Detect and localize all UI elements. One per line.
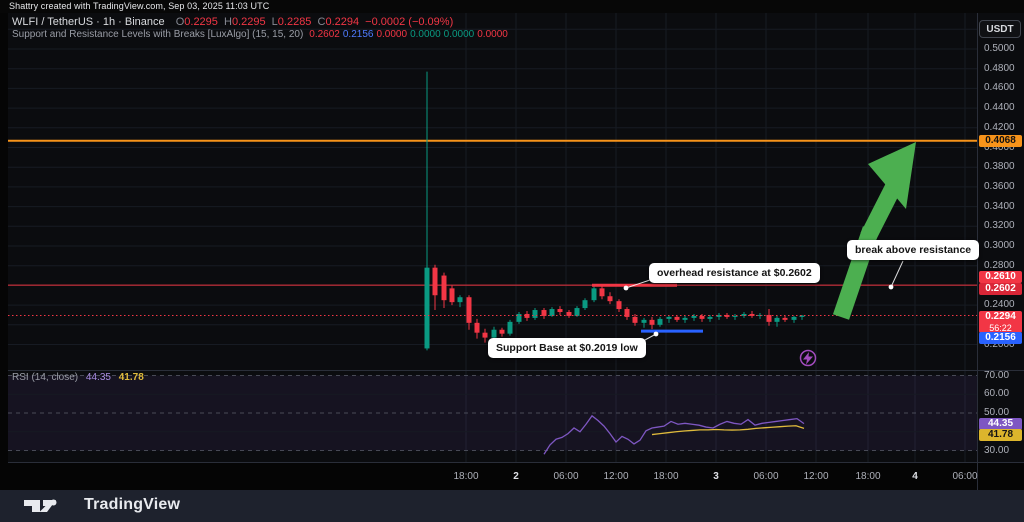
time-tick-label: 3	[713, 471, 719, 482]
change-value: −0.0002 (−0.09%)	[365, 16, 454, 28]
indicator-status-value: 0.0000	[477, 29, 508, 40]
price-tick-label: 0.2800	[984, 259, 1015, 271]
annotation-support-base[interactable]: Support Base at $0.2019 low	[488, 338, 646, 358]
indicator-title: Support and Resistance Levels with Break…	[12, 29, 304, 40]
time-tick-label: 12:00	[603, 471, 629, 482]
price-tick-label: 0.4400	[984, 102, 1015, 114]
price-axis-badge: 41.78	[979, 429, 1022, 441]
price-axis-badge: 0.2156	[979, 332, 1022, 344]
price-tick-label: 0.4600	[984, 82, 1015, 94]
annotation-break-above[interactable]: break above resistance	[847, 240, 980, 260]
price-tick-label: 0.4000	[984, 141, 1015, 153]
price-axis-badge: 0.2610	[979, 271, 1022, 283]
time-tick-label: 06:00	[553, 471, 579, 482]
indicator-status-value: 0.2156	[342, 29, 374, 40]
price-tick-label: 0.3600	[984, 180, 1015, 192]
price-chart-canvas[interactable]	[0, 13, 1024, 490]
price-tick-label: 0.2400	[984, 299, 1015, 311]
price-tick-label: 0.3400	[984, 200, 1015, 212]
time-tick-label: 06:00	[753, 471, 779, 482]
tradingview-brand-text: TradingView	[84, 496, 181, 513]
annotation-overhead-resistance[interactable]: overhead resistance at $0.2602	[649, 263, 820, 283]
indicator-status-value: 0.0000	[410, 29, 441, 40]
indicator-status-value: 0.0000	[443, 29, 475, 40]
footer-bar: TradingView	[0, 490, 1024, 522]
time-tick-label: 12:00	[803, 471, 829, 482]
low-value: 0.2285	[277, 16, 312, 28]
price-tick-label: 0.4200	[984, 121, 1015, 133]
open-label: O	[175, 16, 185, 28]
price-axis-badge: 0.2294 56:22	[979, 311, 1022, 333]
symbol-legend[interactable]: WLFI / TetherUS · 1h · Binance O0.2295 H…	[12, 16, 456, 28]
price-tick-label: 0.4800	[984, 62, 1015, 74]
rsi-tick-label: 70.00	[984, 369, 1010, 381]
price-tick-label: 0.3000	[984, 240, 1015, 251]
high-value: 0.2295	[231, 16, 266, 28]
price-axis-badge: 0.4068	[979, 135, 1022, 147]
time-tick-label: 18:00	[653, 471, 679, 482]
price-tick-label: 0.3800	[984, 161, 1015, 173]
price-tick-label: 0.3200	[984, 220, 1015, 232]
rsi-tick-label: 50.00	[984, 407, 1010, 418]
time-tick-label: 4	[912, 471, 918, 482]
boost-lightning-icon	[799, 349, 817, 367]
rsi-tick-label: 60.00	[984, 388, 1010, 400]
high-label: H	[223, 16, 232, 28]
indicator-status-value: 0.2602	[309, 29, 340, 40]
close-value: 0.2294	[325, 16, 360, 28]
time-tick-label: 18:00	[855, 471, 881, 482]
indicator-legend[interactable]: Support and Resistance Levels with Break…	[12, 29, 514, 40]
attribution-bar: Shattry created with TradingView.com, Se…	[0, 0, 1024, 13]
time-tick-label: 2	[513, 471, 519, 482]
symbol-title: WLFI / TetherUS · 1h · Binance	[12, 16, 165, 28]
low-label: L	[271, 16, 278, 28]
chart-area[interactable]: WLFI / TetherUS · 1h · Binance O0.2295 H…	[0, 13, 1024, 490]
close-label: C	[317, 16, 326, 28]
rsi-tick-label: 30.00	[984, 444, 1010, 456]
price-axis-badge: 44.35	[979, 418, 1022, 430]
indicator-status-value: 0.0000	[376, 29, 408, 40]
rsi-legend[interactable]: RSI (14, close) 44.35 41.78	[12, 372, 144, 383]
rsi-value: 44.35	[85, 372, 111, 383]
price-tick-label: 0.5000	[984, 43, 1015, 54]
price-tick-label: 0.2000	[984, 338, 1015, 350]
rsi-title: RSI (14, close)	[12, 372, 79, 383]
time-tick-label: 18:00	[453, 471, 479, 482]
open-value: 0.2295	[184, 16, 218, 28]
tradingview-logo-icon	[24, 499, 57, 512]
rsi-ma-value: 41.78	[118, 372, 144, 383]
price-axis-badge: 0.2602	[979, 283, 1022, 295]
time-tick-label: 06:00	[952, 471, 978, 482]
currency-toggle-button[interactable]: USDT	[979, 20, 1021, 38]
